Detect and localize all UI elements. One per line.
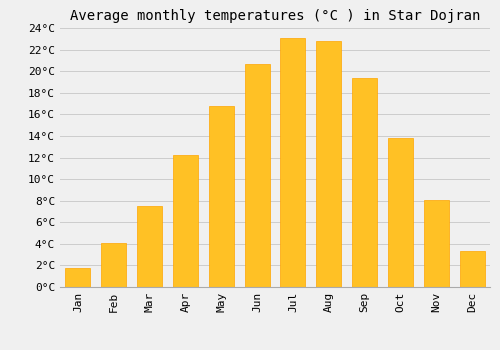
Bar <box>244 64 270 287</box>
Bar <box>316 41 342 287</box>
Bar <box>280 38 305 287</box>
Bar <box>101 243 126 287</box>
Bar <box>388 138 413 287</box>
Bar <box>208 106 234 287</box>
Bar <box>173 155 198 287</box>
Title: Average monthly temperatures (°C ) in Star Dojran: Average monthly temperatures (°C ) in St… <box>70 9 480 23</box>
Bar <box>66 267 90 287</box>
Bar <box>460 251 484 287</box>
Bar <box>424 199 449 287</box>
Bar <box>352 78 377 287</box>
Bar <box>137 206 162 287</box>
